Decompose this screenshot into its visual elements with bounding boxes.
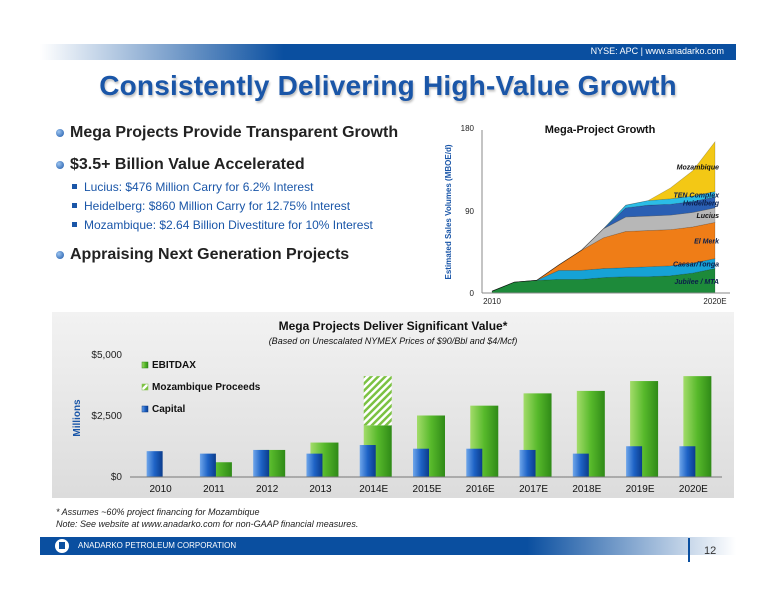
area-series-ten-complex [491, 191, 716, 292]
bar-capital-2017E [519, 449, 536, 477]
bullet-mega-projects: Mega Projects Provide Transparent Growth [56, 124, 436, 142]
legend-swatch-ebitdax [141, 361, 149, 369]
value-bar-chart: Mega Projects Deliver Significant Value*… [72, 319, 722, 495]
legend-label-ebitdax: EBITDAX [152, 360, 196, 371]
bar-mozambique-proceeds-2014E [363, 376, 392, 426]
bar-layer [146, 376, 712, 477]
bullet-dot-icon [56, 251, 64, 259]
page-divider [688, 538, 690, 562]
x-tick-label: 2018E [572, 484, 601, 495]
series-label-caesar-tonga: Caesar/Tonga [673, 262, 719, 269]
sub-bullet-text: Lucius: $476 Million Carry for 6.2% Inte… [84, 180, 314, 194]
bullet-text: Mega Projects Provide Transparent Growth [70, 124, 399, 141]
footnote-line-1: * Assumes ~60% project financing for Moz… [56, 507, 260, 517]
legend-label-capital: Capital [152, 404, 186, 415]
area-series-heidelberg [491, 196, 716, 292]
top-banner: NYSE: APC | www.anadarko.com [40, 44, 736, 60]
y-tick-label: 90 [465, 207, 474, 216]
bar-capital-2019E [626, 446, 643, 477]
x-tick-label: 2020E [679, 484, 708, 495]
bullet-text: $3.5+ Billion Value Accelerated [70, 156, 305, 173]
bullet-dot-icon [56, 161, 64, 169]
series-label-jubilee-mta: Jubilee / MTA [674, 279, 719, 286]
bullet-list: Mega Projects Provide Transparent Growth… [56, 124, 436, 278]
bar-capital-2018E [572, 453, 589, 477]
y-tick-label: $5,000 [91, 350, 122, 361]
mega-project-growth-chart: Mega-Project Growth 180 90 0 2010 2020E … [444, 124, 730, 306]
area-series-el-merk [491, 221, 716, 292]
series-label-heidelberg: Heidelberg [683, 200, 720, 207]
square-bullet-icon [72, 184, 77, 189]
value-chart-panel [52, 312, 734, 498]
x-tick-label: 2011 [203, 484, 225, 495]
footer-bar: ANADARKO PETROLEUM CORPORATION [40, 537, 736, 555]
x-tick-label: 2020E [703, 297, 726, 306]
y-tick-label: 0 [470, 289, 475, 298]
bar-chart-subtitle: (Based on Unescalated NYMEX Prices of $9… [269, 336, 518, 346]
area-series-lucius [491, 207, 716, 292]
y-tick-label: 180 [461, 124, 475, 133]
bar-capital-2020E [679, 446, 696, 477]
legend-swatch-capital [141, 405, 149, 413]
x-tick-label: 2012 [256, 484, 279, 495]
x-tick-label: 2014E [359, 484, 388, 495]
page-title: Consistently Delivering High-Value Growt… [99, 70, 677, 101]
x-tick-label: 2013 [309, 484, 332, 495]
square-bullet-icon [72, 203, 77, 208]
x-tick-label: 2010 [150, 484, 173, 495]
x-tick-label: 2016E [466, 484, 495, 495]
sub-bullet-list: Lucius: $476 Million Carry for 6.2% Inte… [56, 180, 436, 232]
footnote: * Assumes ~60% project financing for Moz… [56, 506, 358, 530]
page-number: 12 [704, 545, 717, 557]
y-tick-label: $2,500 [91, 411, 122, 422]
sub-bullet-heidelberg: Heidelberg: $860 Million Carry for 12.75… [56, 199, 436, 213]
bar-capital-2011 [199, 453, 216, 477]
sub-bullet-mozambique: Mozambique: $2.64 Billion Divestiture fo… [56, 218, 436, 232]
sub-bullet-text: Heidelberg: $860 Million Carry for 12.75… [84, 199, 351, 213]
x-tick-labels: 2010 2011 2012 2013 2014E 2015E 2016E 2017E 2018… [150, 484, 709, 495]
company-logo-icon [54, 538, 70, 554]
area-chart-title: Mega-Project Growth [545, 124, 656, 136]
bar-capital-2012 [253, 449, 270, 477]
x-tick-label: 2017E [519, 484, 548, 495]
series-label-el-merk: El Merk [694, 238, 720, 245]
bar-capital-2013 [306, 453, 323, 477]
area-series-mozambique [491, 140, 716, 292]
bar-capital-2015E [413, 448, 429, 477]
legend-swatch-mozambique [141, 383, 149, 391]
sub-bullet-lucius: Lucius: $476 Million Carry for 6.2% Inte… [56, 180, 436, 194]
y-axis-title: Estimated Sales Volumes (MBOE/d) [444, 144, 453, 279]
square-bullet-icon [72, 222, 77, 227]
legend-label-mozambique: Mozambique Proceeds [152, 382, 261, 393]
area-layer [491, 140, 716, 294]
footnote-line-2: Note: See website at www.anadarko.com fo… [56, 519, 359, 529]
series-label-mozambique: Mozambique [677, 165, 719, 172]
bar-capital-2014E [359, 445, 376, 477]
bullet-value-accelerated: $3.5+ Billion Value Accelerated [56, 156, 436, 174]
bullet-appraising: Appraising Next Generation Projects [56, 246, 436, 264]
bar-capital-2016E [466, 448, 483, 477]
bar-capital-2010 [146, 451, 163, 477]
y-axis-title: Millions [72, 399, 83, 437]
x-tick-label: 2015E [413, 484, 442, 495]
sub-bullet-text: Mozambique: $2.64 Billion Divestiture fo… [84, 218, 373, 232]
company-name: ANADARKO PETROLEUM CORPORATION [78, 541, 237, 550]
x-tick-label: 2019E [626, 484, 655, 495]
series-label-ten-complex: TEN Complex [673, 192, 720, 199]
legend: EBITDAX Mozambique Proceeds Capital [141, 360, 261, 415]
y-tick-label: $0 [111, 472, 123, 483]
x-tick-label: 2010 [483, 297, 501, 306]
series-label-lucius: Lucius [696, 213, 719, 220]
bar-chart-title: Mega Projects Deliver Significant Value* [279, 319, 508, 333]
series-labels: Jubilee / MTA Caesar/Tonga El Merk Lucius He… [673, 165, 720, 286]
bullet-dot-icon [56, 129, 64, 137]
bullet-text: Appraising Next Generation Projects [70, 246, 350, 263]
ticker-text: NYSE: APC | www.anadarko.com [590, 46, 724, 56]
